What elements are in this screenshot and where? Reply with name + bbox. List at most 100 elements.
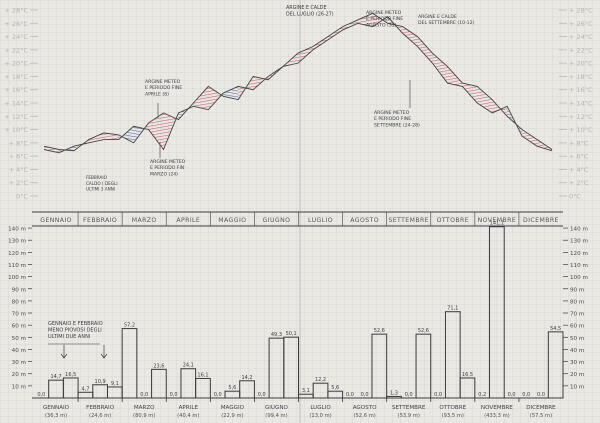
precip-label-right: 40 m xyxy=(570,348,584,354)
precip-bar-value: 14,7 xyxy=(50,374,61,380)
temp-label-left: + 24°C xyxy=(4,33,28,41)
footer-month-name: NOVEMBRE xyxy=(481,405,513,411)
temp-label-right: + 6°C xyxy=(569,153,589,161)
footer-month-total: (36,3 m) xyxy=(45,413,67,419)
precip-label-right: 90 m xyxy=(570,287,584,293)
footer-month-total: (433,3 m) xyxy=(484,413,510,419)
precip-bar-value: 0,0 xyxy=(405,392,413,398)
month-label: AGOSTO xyxy=(350,217,379,224)
temp-label-left: + 6°C xyxy=(9,153,29,161)
precip-bar-value: 0,0 xyxy=(434,392,442,398)
temp-label-left: + 12°C xyxy=(4,113,28,121)
footer-month-name: DICEMBRE xyxy=(526,405,556,411)
precip-bar-value: 0,0 xyxy=(214,392,222,398)
precip-label-right: 80 m xyxy=(570,299,584,305)
precip-bar-value: 50,1 xyxy=(286,331,297,337)
warm-segment xyxy=(462,83,478,103)
footer-month-total: (40,4 m) xyxy=(177,413,199,419)
footer-month-name: FEBBRAIO xyxy=(86,405,115,411)
temp-label-left: + 8°C xyxy=(9,139,29,147)
footer-month-name: MAGGIO xyxy=(221,405,245,411)
month-label: FEBBRAIO xyxy=(83,217,117,224)
month-label: OTTOBRE xyxy=(437,217,469,224)
precip-label-left: 30 m xyxy=(12,360,26,366)
precip-label-right: 10 m xyxy=(570,384,584,390)
temp-label-left: + 20°C xyxy=(4,60,28,68)
precip-bar xyxy=(151,368,167,399)
month-label: NOVEMBRE xyxy=(478,217,517,224)
warm-segment xyxy=(477,86,493,113)
precip-label-left: 90 m xyxy=(12,287,26,293)
precip-label-left: 10 m xyxy=(12,384,26,390)
warm-segment xyxy=(298,46,313,64)
precip-bar xyxy=(239,380,255,399)
precip-label-left: 50 m xyxy=(12,336,26,342)
warm-segment xyxy=(253,76,269,90)
precip-bar xyxy=(547,331,564,399)
footer-month-name: AGOSTO xyxy=(353,405,377,411)
precip-label-right: 100 m xyxy=(570,275,588,281)
footer-month-total: (13,0 m) xyxy=(309,413,331,419)
precip-label-right: 30 m xyxy=(570,360,584,366)
temperature-line-upper xyxy=(43,12,553,152)
note-line: MARZO (24) xyxy=(150,171,178,177)
temp-label-right: + 4°C xyxy=(569,166,589,174)
note-line: ARGINE METEO xyxy=(150,159,186,165)
temp-label-right: + 16°C xyxy=(569,86,593,94)
temperature-band xyxy=(43,12,553,154)
precip-bar xyxy=(386,395,402,399)
precip-label-right: 120 m xyxy=(570,251,588,257)
warm-segment xyxy=(44,146,59,153)
precip-label-left: 70 m xyxy=(12,312,26,318)
warm-segment xyxy=(522,129,538,147)
precip-bar-value: 23,6 xyxy=(153,363,164,369)
precip-bar-value: 10,9 xyxy=(95,379,106,385)
month-label: DICEMBRE xyxy=(523,217,559,224)
temperature-axes: 0°C 0°C + 2°C + 2°C + 4°C + 4°C + 6°C + 6°C + 8°… xyxy=(4,7,593,201)
warm-segment xyxy=(148,112,164,150)
warm-segment xyxy=(312,36,328,50)
precip-label-left: 80 m xyxy=(12,299,26,305)
precip-bar xyxy=(489,226,505,399)
footer-month-name: GENNAIO xyxy=(43,405,70,411)
precip-bar xyxy=(121,328,138,399)
note-line: E PERIODO FINE xyxy=(374,116,411,122)
warm-segment xyxy=(357,13,373,27)
note-line: ARGINE METEO xyxy=(145,79,181,85)
precip-bar-value: 49,3 xyxy=(271,332,282,338)
footer-month-name: MARZO xyxy=(134,405,155,411)
temp-label-left: 0°C xyxy=(16,193,28,201)
precip-label-left: 120 m xyxy=(8,251,26,257)
precip-bar-value: 24,1 xyxy=(183,363,194,369)
note-line: ARGINE METEO xyxy=(374,110,410,116)
note-line: ARGINE E CALDE xyxy=(418,14,457,20)
precip-label-left: 60 m xyxy=(12,324,26,330)
precip-bar xyxy=(415,333,432,399)
precipitation-bars: 0,014,7 16,54,710,9 9,157,20,023,60,024,11… xyxy=(37,221,564,402)
note-line: CALDO ( DEGLI xyxy=(86,181,118,186)
footer-month-name: SETTEMBRE xyxy=(392,405,426,411)
precip-label-left: 20 m xyxy=(12,372,26,378)
precip-bar-value: 9,1 xyxy=(111,381,119,387)
temp-label-right: + 12°C xyxy=(569,113,593,121)
note-line: ULTIMI DUE ANNI xyxy=(48,334,90,340)
precip-label-right: 130 m xyxy=(570,239,588,245)
note-line: DEL SETTEMBRE (10-12) xyxy=(418,20,475,26)
cold-segment xyxy=(223,86,239,100)
warm-segment xyxy=(208,86,224,110)
temp-label-left: + 26°C xyxy=(4,20,28,28)
precip-label-left: 40 m xyxy=(12,348,26,354)
footer-month-total: (22,9 m) xyxy=(221,413,243,419)
precip-bar-value: 16,1 xyxy=(197,372,208,378)
footer-month-total: (57,5 m) xyxy=(530,413,552,419)
precip-label-right: 60 m xyxy=(570,324,584,330)
precip-bar-value: 12,2 xyxy=(315,377,326,383)
precip-label-right: 20 m xyxy=(570,372,584,378)
